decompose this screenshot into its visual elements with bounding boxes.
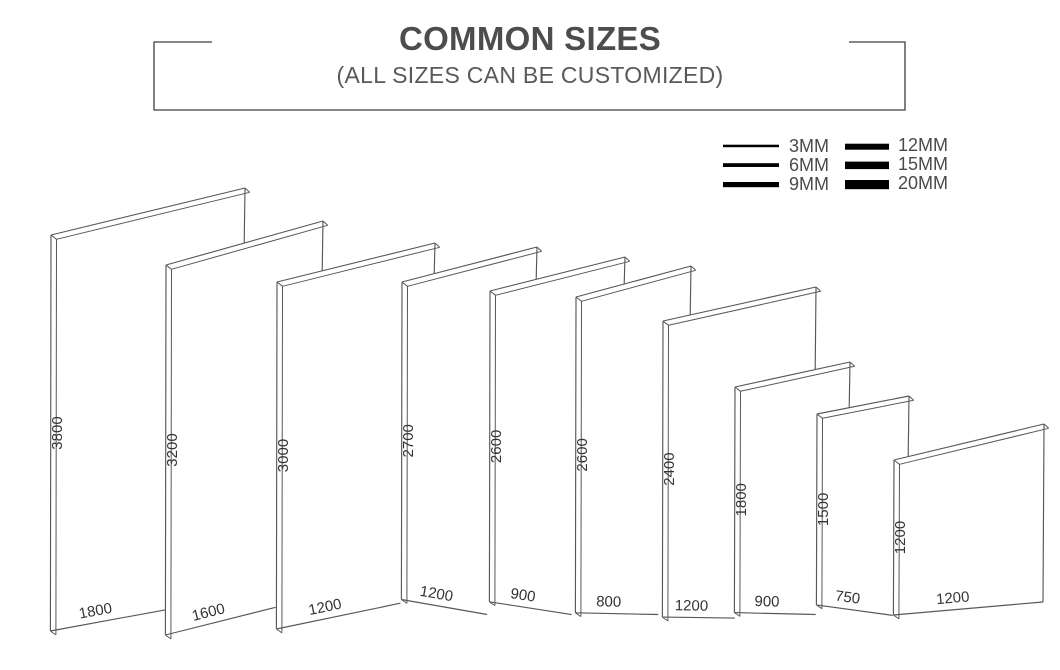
svg-text:3200: 3200 [164, 433, 181, 466]
svg-text:3000: 3000 [275, 439, 292, 472]
svg-text:2600: 2600 [488, 430, 505, 463]
svg-text:1500: 1500 [815, 493, 832, 526]
svg-text:1200: 1200 [935, 588, 970, 608]
svg-text:6MM: 6MM [789, 155, 829, 175]
svg-text:2400: 2400 [661, 452, 678, 485]
svg-text:750: 750 [834, 588, 861, 608]
svg-text:1200: 1200 [675, 597, 709, 614]
svg-text:1800: 1800 [733, 483, 750, 516]
svg-text:9MM: 9MM [789, 174, 829, 194]
svg-text:2600: 2600 [574, 438, 591, 471]
svg-text:15MM: 15MM [898, 154, 948, 174]
svg-text:2700: 2700 [400, 424, 417, 457]
svg-text:3800: 3800 [49, 416, 66, 449]
svg-text:20MM: 20MM [898, 173, 948, 193]
svg-text:12MM: 12MM [898, 135, 948, 155]
svg-text:3MM: 3MM [789, 136, 829, 156]
svg-text:900: 900 [754, 593, 779, 611]
svg-text:1200: 1200 [892, 521, 909, 554]
svg-text:800: 800 [596, 593, 621, 611]
